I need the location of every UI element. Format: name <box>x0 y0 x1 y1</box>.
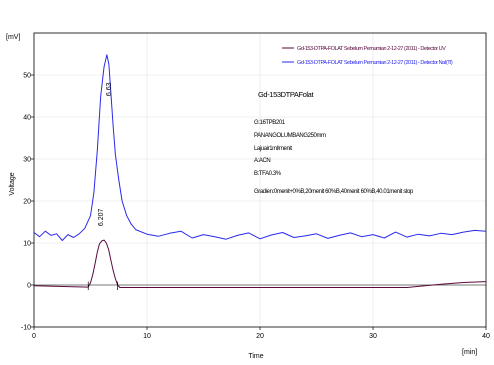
y-tick-label: -10 <box>21 325 31 332</box>
uv-peak-label: 6.207 <box>98 208 105 226</box>
legend-entry-nai: Gd-153-DTPA-FOLAT Sebelum Pemurnian 2-12… <box>282 60 453 66</box>
legend-label-nai: Gd-153-DTPA-FOLAT Sebelum Pemurnian 2-12… <box>297 60 453 66</box>
y-tick-label: 50 <box>23 73 31 80</box>
x-axis-ticks: 0 10 20 30 40 <box>32 327 490 340</box>
legend-label-uv: Gd-153-DTPA-FOLAT Sebelum Pemurnian 2-12… <box>297 46 446 52</box>
y-tick-label: 20 <box>23 199 31 206</box>
info-line-flow-rate: Lajuair1ml/menit <box>254 146 292 152</box>
nai-peak-label: 6.63 <box>106 82 113 96</box>
y-tick-label: 40 <box>23 115 31 122</box>
method-info-block: Gd-153DTPAFolat G:16TPB201 PANANGOLUMBAN… <box>254 90 414 195</box>
x-axis-title: Time <box>248 353 263 360</box>
info-line-gradient: Gradien:0menit+0%B,20menit 60%B,40menit … <box>254 189 414 195</box>
info-line-solvent-b: B:TFA0.3% <box>254 171 282 177</box>
x-tick-label: 0 <box>32 333 36 340</box>
y-axis-ticks: -10 0 10 20 30 40 50 <box>21 73 34 332</box>
legend: Gd-153-DTPA-FOLAT Sebelum Pemurnian 2-12… <box>282 46 453 66</box>
info-line-solvent-a: A:ACN <box>254 158 270 164</box>
legend-entry-uv: Gd-153-DTPA-FOLAT Sebelum Pemurnian 2-12… <box>282 46 446 52</box>
y-axis-title: Voltage <box>9 172 16 195</box>
sample-title: Gd-153DTPAFolat <box>258 90 314 99</box>
y-tick-label: 10 <box>23 241 31 248</box>
x-unit-label: [min] <box>462 349 477 356</box>
y-unit-label: [mV] <box>6 34 20 41</box>
y-tick-label: 30 <box>23 157 31 164</box>
info-line-column-length: PANANGOLUMBANG250mm <box>254 133 326 139</box>
x-tick-label: 10 <box>143 333 151 340</box>
x-tick-label: 40 <box>482 333 490 340</box>
x-tick-label: 30 <box>369 333 377 340</box>
gridlines <box>34 33 486 327</box>
info-line-column-id: G:16TPB201 <box>254 120 286 126</box>
x-tick-label: 20 <box>256 333 264 340</box>
y-tick-label: 0 <box>27 283 31 290</box>
